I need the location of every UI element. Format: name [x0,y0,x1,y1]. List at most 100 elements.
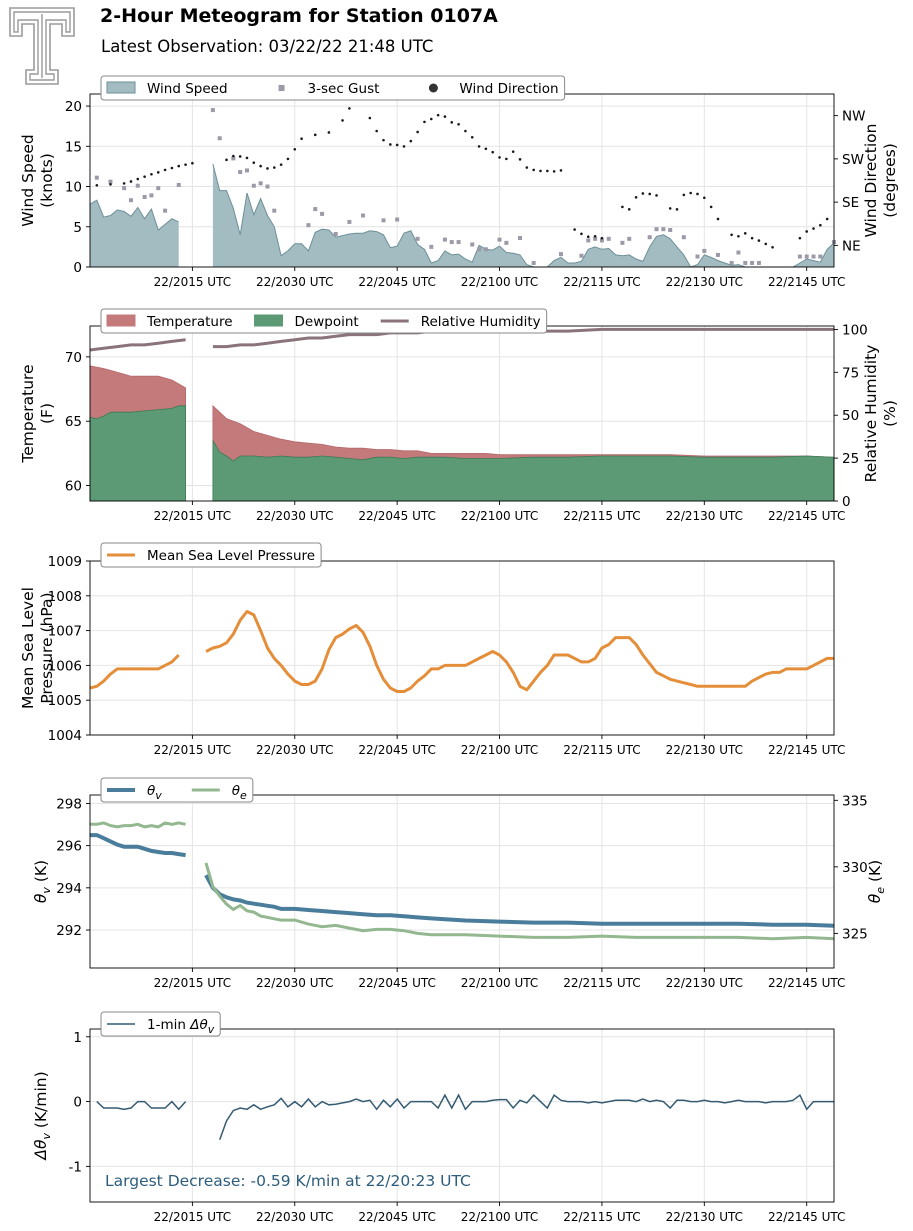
wind-legend: Wind Speed 3-sec Gust Wind Direction [100,75,566,101]
wind-direction-point [95,184,99,187]
dtheta-legend: 1-min Δθv [100,1011,221,1037]
pressure-line [205,610,834,693]
wind-direction-point [716,217,720,221]
dtheta-line [218,1093,834,1141]
gust-point [818,254,823,259]
wind-direction-point [621,205,624,209]
dtheta-ytick-label: 0 [73,1095,82,1111]
gust-point [477,247,482,252]
theta-legend-item-e: θe [191,783,247,802]
wind-xtick-label: 22/2145 UTC [768,275,845,289]
pressure-ytick-label: 1004 [48,728,82,744]
gust-point [333,232,338,237]
pressure-ytick-label: 1008 [48,589,82,605]
theta-xtick-label: 22/2030 UTC [256,976,333,990]
wind-y2tick-label: NW [842,109,865,125]
wind-direction-point [757,239,761,242]
wind-direction-point [238,155,242,158]
wind-direction-point [559,169,563,172]
temp-xtick-label: 22/2115 UTC [563,509,640,523]
gust-point [483,247,488,252]
largest-decrease-annotation: Largest Decrease: -0.59 K/min at 22/20:2… [105,1172,471,1190]
wind-speed-area [90,200,179,267]
theta-series [90,821,835,941]
wind-direction-point [129,180,133,183]
wind-direction-point [327,131,331,134]
dtheta-xtick-label: 22/2145 UTC [768,1210,845,1224]
theta-ytick-label: 292 [56,923,82,939]
pressure-ytick-label: 1006 [48,658,82,674]
wind-direction-point [464,129,467,133]
temp-xtick-label: 22/2030 UTC [256,509,333,523]
wind-direction-point [184,163,187,166]
wind-legend-item-wind-direction: Wind Direction [428,81,559,97]
temp-series [89,327,835,502]
wind-legend-item-wind-speed: Wind Speed [106,81,228,97]
wind-direction-point [163,168,167,172]
pressure-ytick-label: 1005 [48,693,82,709]
wind-direction-point [764,242,768,246]
gust-point [94,175,99,180]
gust-point [210,108,215,113]
wind-xtick-label: 22/2130 UTC [666,275,743,289]
gust-point [729,260,734,265]
wind-direction-point [279,163,283,166]
theta-legend: θv θe [100,777,254,803]
temp-ylabel: (F) [38,403,56,424]
wind-direction-point [580,232,583,236]
wind-direction-point [382,138,385,142]
wind-direction-point [743,232,747,235]
pressure-xtick-label: 22/2045 UTC [358,743,435,757]
gust-point [108,179,113,184]
gust-point [661,227,666,232]
wind-direction-point [525,166,529,169]
temp-ytick-label: 70 [65,350,82,366]
legend-swatch [106,314,136,327]
wind-direction-point [232,154,235,158]
wind-direction-point [805,230,808,233]
theta-e-y2tick-label: 330 [842,860,868,876]
gust-point [599,238,604,243]
wind-direction-point [300,137,303,140]
dtheta-frame [89,1028,835,1203]
wind-direction-point [627,208,631,211]
wind-direction-point [634,196,638,199]
pressure-legend: Mean Sea Level Pressure [100,542,322,568]
wind-direction-point [429,117,433,121]
wind-xtick-label: 22/2015 UTC [154,275,231,289]
wind-ylabel: Wind Speed [19,134,37,226]
gust-point [415,236,420,241]
wind-xtick-label: 22/2115 UTC [563,275,640,289]
gust-point [743,260,748,265]
wind-direction-point [245,156,249,160]
gust-point [681,235,686,240]
relative-humidity-line [89,338,186,352]
gust-point [244,168,249,173]
gust-point [163,208,168,213]
gust-point [251,183,256,188]
wind-direction-point [641,192,645,195]
wind-direction-point [109,183,112,186]
legend-label: 3-sec Gust [308,81,380,97]
wind-direction-point [423,120,426,124]
theta-e-y2tick-label: 335 [842,793,868,809]
gust-point [381,218,386,223]
gust-point [531,260,536,265]
wind-xtick-label: 22/2030 UTC [256,275,333,289]
temp-xtick-label: 22/2145 UTC [768,509,845,523]
pressure-xtick-label: 22/2030 UTC [256,743,333,757]
wind-speed-line [89,199,179,231]
temp-xtick-label: 22/2045 UTC [358,509,435,523]
gust-point [750,260,755,265]
wind-ytick-label: 10 [65,180,82,196]
rh-y2tick-label: 0 [842,494,851,510]
wind-ytick-label: 20 [65,99,82,115]
legend-swatch [278,85,285,91]
pressure-ytick-label: 1009 [48,554,82,570]
gust-point [558,252,563,257]
pressure-panel [90,560,834,736]
dtheta-xtick-label: 22/2015 UTC [154,1210,231,1224]
wind-ytick-label: 0 [73,260,82,276]
wind-direction-point [532,168,535,172]
wind-direction-point [191,161,194,165]
